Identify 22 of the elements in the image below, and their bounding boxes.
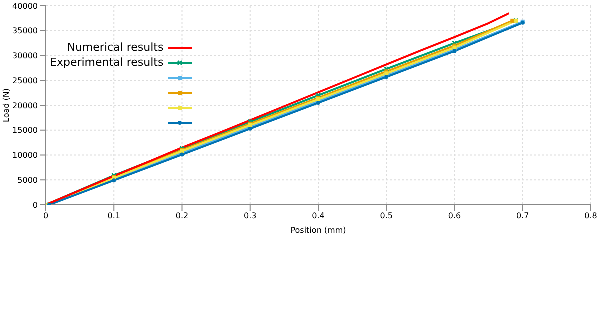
x-tick-label: 0.2 [176,212,189,221]
y-tick-label: 10000 [12,151,38,160]
y-tick-label: 0 [32,200,38,210]
y-tick-label: 35000 [12,26,38,36]
y-tick-label: 20000 [12,101,38,110]
y-tick-label: 15000 [12,126,38,136]
x-tick-label: 0.6 [448,212,462,221]
x-tick-label: 0.7 [516,212,530,221]
x-tick-label: 0 [43,212,49,221]
x-tick-label: 0.5 [380,212,393,221]
y-tick-label: 5000 [18,176,38,185]
x-tick-label: 0.8 [584,212,598,221]
y-tick-label: 40000 [12,2,38,11]
x-tick-label: 0.1 [108,212,120,221]
x-tick-label: 0.4 [312,212,325,221]
y-axis-title: Load (N) [2,88,11,122]
y-tick-label: 30000 [12,52,38,61]
legend-label: Experimental results [50,56,164,69]
x-axis-title: Position (mm) [290,226,346,235]
x-tick-label: 0.3 [244,212,257,221]
legend-label: Numerical results [67,41,164,54]
y-tick-label: 25000 [12,76,38,86]
